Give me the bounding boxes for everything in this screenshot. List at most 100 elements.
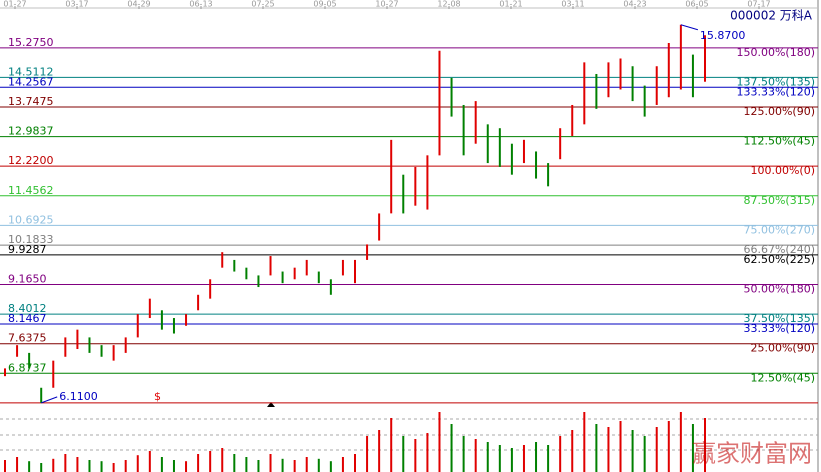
volume-bar (245, 457, 248, 472)
volume-bar (462, 436, 465, 472)
volume-bar (281, 458, 284, 472)
level-price: 15.2750 (8, 36, 54, 49)
volume-bar (378, 430, 381, 472)
volume-bar (547, 445, 550, 472)
volume-bar (209, 451, 212, 472)
volume-bar (474, 439, 477, 472)
high-label: 15.8700 (700, 29, 746, 42)
volume-bar (631, 430, 634, 472)
level-percent: 62.50%(225) (743, 253, 815, 266)
volume-bar (510, 448, 513, 472)
volume-bar (390, 418, 393, 472)
volume-bar (233, 454, 236, 472)
stock-title: 000002 万科A (730, 9, 813, 23)
level-percent: 33.33%(120) (743, 322, 815, 335)
volume-bar (366, 436, 369, 472)
level-price: 13.7475 (8, 95, 54, 108)
level-percent: 112.50%(45) (743, 135, 815, 148)
date-label: 01-21 (499, 0, 522, 9)
level-price: 11.4562 (8, 184, 54, 197)
volume-bar (197, 454, 200, 472)
level-price: 10.6925 (8, 213, 54, 226)
volume-bar (100, 461, 103, 472)
volume-bar (341, 457, 344, 472)
level-price: 10.1833 (8, 233, 54, 246)
volume-bar (655, 427, 658, 472)
volume-bar (667, 421, 670, 472)
level-percent: 137.50%(135) (736, 75, 815, 88)
low-label: 6.1100 (59, 390, 97, 403)
date-label: 10-27 (375, 0, 398, 9)
date-label: 01-27 (3, 0, 26, 9)
volume-bar (522, 445, 525, 472)
level-price: 14.5112 (8, 65, 54, 78)
date-label: 04-29 (127, 0, 150, 9)
low-pointer (41, 396, 58, 404)
date-label: 07-25 (251, 0, 274, 9)
level-price: 14.2567 (8, 75, 54, 88)
level-percent: 87.50%(315) (743, 194, 815, 207)
volume-bar (619, 421, 622, 472)
volume-bar (426, 433, 429, 472)
level-percent: 150.00%(180) (736, 46, 815, 59)
level-percent: 125.00%(90) (743, 105, 815, 118)
level-price: 6.8737 (8, 361, 47, 374)
level-percent: 75.00%(270) (743, 223, 815, 236)
volume-bar (160, 457, 163, 472)
volume-bar (112, 463, 115, 472)
level-price: 9.1650 (8, 273, 47, 286)
date-label: 07-17 (747, 0, 770, 9)
level-percent: 12.50%(45) (750, 371, 815, 384)
volume-bar (329, 461, 332, 472)
volume-bar (28, 461, 31, 472)
volume-bar (136, 455, 139, 472)
level-price: 7.6375 (8, 332, 47, 345)
volume-bar (402, 436, 405, 472)
level-percent: 50.00%(180) (743, 283, 815, 296)
volume-bar (498, 445, 501, 472)
level-price: 12.9837 (8, 125, 54, 138)
volume-bar (704, 418, 706, 472)
volume-bar (221, 448, 224, 472)
volume-bar (643, 436, 646, 472)
date-label: 03-17 (65, 0, 88, 9)
volume-bar (293, 460, 296, 472)
volume-bar (571, 430, 574, 472)
level-price: 8.1467 (8, 312, 47, 325)
volume-bar (305, 457, 308, 472)
high-pointer (680, 24, 699, 31)
volume-bar (76, 457, 79, 472)
volume-bar (148, 451, 151, 472)
volume-bar (679, 412, 682, 472)
date-label: 09-05 (313, 0, 336, 9)
volume-bar (172, 460, 175, 472)
volume-bar (16, 457, 19, 472)
level-percent: 25.00%(90) (750, 342, 815, 355)
date-label: 03-11 (561, 0, 584, 9)
level-percent: 100.00%(0) (750, 164, 815, 177)
volume-bar (486, 442, 489, 472)
level-percent: 37.50%(135) (743, 312, 815, 325)
date-label: 04-23 (623, 0, 646, 9)
volume-bar (257, 460, 260, 472)
volume-bar (88, 460, 91, 472)
volume-bar (269, 454, 272, 472)
volume-bar (595, 424, 598, 472)
volume-bar (559, 436, 562, 472)
volume-bar (438, 412, 441, 472)
date-label: 12-08 (437, 0, 460, 9)
volume-bar (450, 424, 453, 472)
volume-bar (354, 454, 356, 472)
volume-bar (185, 461, 188, 472)
date-label: 06-13 (189, 0, 212, 9)
level-price: 12.2200 (8, 154, 54, 167)
watermark: 赢家财富网 (692, 440, 812, 468)
volume-bar (317, 458, 320, 472)
level-price: 9.9287 (8, 243, 47, 256)
level-percent: 66.67%(240) (743, 243, 815, 256)
volume-bar (414, 439, 417, 472)
volume-bar (535, 442, 538, 472)
volume-bar (4, 460, 6, 472)
